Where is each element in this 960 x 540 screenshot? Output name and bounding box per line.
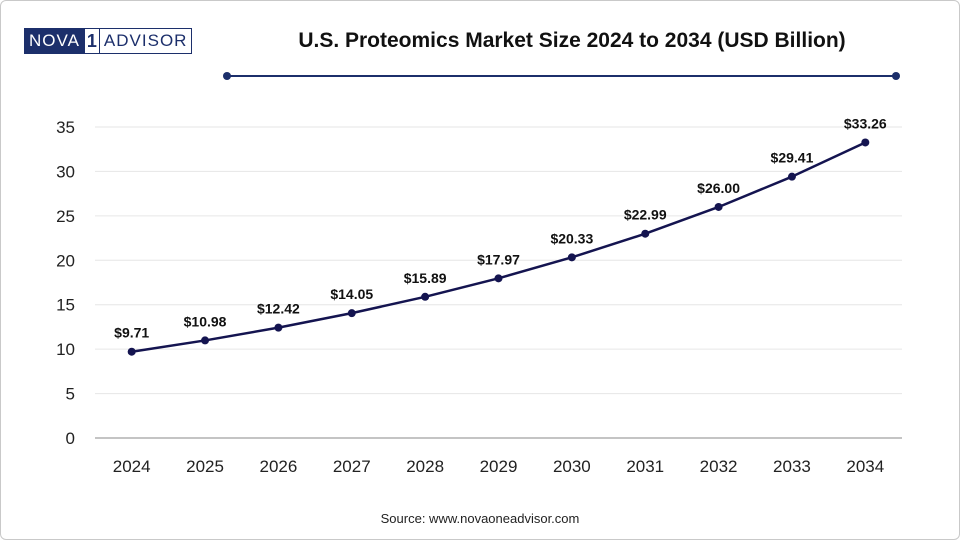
y-tick-label: 15 <box>56 296 75 315</box>
data-point <box>421 292 430 301</box>
y-tick-label: 30 <box>56 162 75 181</box>
x-tick-label: 2033 <box>773 457 811 476</box>
y-tick-label: 35 <box>56 118 75 137</box>
y-tick-label: 25 <box>56 207 75 226</box>
data-point <box>787 172 796 181</box>
x-tick-label: 2026 <box>259 457 297 476</box>
data-point <box>494 274 503 283</box>
novaoneadvisor-logo: NOVA 1 ADVISOR <box>24 28 193 54</box>
data-point <box>274 323 283 332</box>
data-label: $33.26 <box>844 115 887 131</box>
data-point <box>641 229 650 238</box>
series-line <box>131 141 866 353</box>
title-underline-left-dot <box>223 72 231 80</box>
data-label: $14.05 <box>330 286 373 302</box>
data-label: $29.41 <box>771 150 814 166</box>
logo-text-nova: NOVA <box>25 29 84 53</box>
title-underline-right-dot <box>892 72 900 80</box>
logo-mark: 1 <box>83 29 100 53</box>
data-label: $17.97 <box>477 251 520 267</box>
x-tick-label: 2034 <box>846 457 884 476</box>
x-tick-label: 2024 <box>113 457 151 476</box>
x-tick-label: 2028 <box>406 457 444 476</box>
data-label: $12.42 <box>257 301 300 317</box>
y-tick-label: 5 <box>66 385 75 404</box>
x-tick-label: 2029 <box>480 457 518 476</box>
x-tick-label: 2025 <box>186 457 224 476</box>
series: $9.71 $10.98 $12.42 $14.05 $15.89 $17.97 $20.3… <box>114 115 887 356</box>
data-label: $22.99 <box>624 207 667 223</box>
data-point <box>861 138 870 147</box>
y-tick-label: 0 <box>66 429 75 448</box>
data-point <box>347 309 356 318</box>
x-tick-label: 2027 <box>333 457 371 476</box>
data-point <box>127 347 136 356</box>
chart-title: U.S. Proteomics Market Size 2024 to 2034… <box>298 29 846 52</box>
data-point <box>714 202 723 211</box>
data-label: $10.98 <box>184 313 227 329</box>
logo-text-advisor: ADVISOR <box>99 29 192 53</box>
source-note: Source: www.novaoneadvisor.com <box>380 511 580 526</box>
x-tick-label: 2030 <box>553 457 591 476</box>
gridlines <box>95 126 902 395</box>
data-point <box>201 336 210 345</box>
data-label: $15.89 <box>404 270 447 286</box>
data-label: $9.71 <box>114 325 149 341</box>
data-point <box>567 253 576 262</box>
x-tick-label: 2032 <box>700 457 738 476</box>
x-tick-label: 2031 <box>626 457 664 476</box>
y-tick-label: 10 <box>56 340 75 359</box>
data-label: $20.33 <box>550 230 593 246</box>
data-label: $26.00 <box>697 180 740 196</box>
y-tick-label: 20 <box>56 251 75 270</box>
